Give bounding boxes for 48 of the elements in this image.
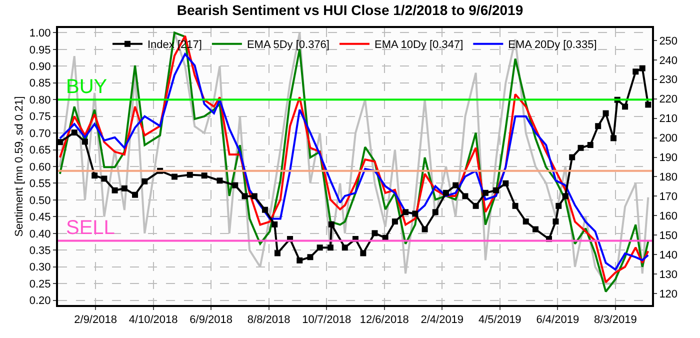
y2-tick-label: 160 [659, 210, 678, 222]
x-tick-label: 4/10/2018 [128, 314, 178, 326]
y2-tick-label: 220 [659, 94, 678, 106]
y-tick-label: 0.35 [29, 244, 51, 257]
y-tick-label: 0.90 [29, 60, 51, 73]
y2-tick-label: 140 [659, 249, 678, 262]
y2-tick-label: 130 [659, 268, 678, 281]
y2-tick-label: 210 [659, 113, 678, 126]
x-tick-label: 4/5/2019 [478, 314, 522, 326]
x-tick-label: 8/8/2018 [247, 314, 290, 326]
x-tick-label: 6/9/2018 [190, 314, 232, 326]
legend-label: EMA 20Dy [0.335] [508, 39, 597, 52]
y2-tick-label: 240 [659, 54, 678, 67]
ref-line-label: SELL [66, 217, 115, 239]
x-tick-label: 2/4/2019 [420, 314, 464, 326]
y-tick-label: 0.95 [29, 44, 51, 56]
y-tick-label: 0.80 [29, 94, 51, 106]
y-tick-label: 0.70 [29, 128, 51, 140]
y-tick-label: 0.20 [29, 295, 51, 308]
y-tick-label: 0.45 [29, 212, 51, 224]
y-axis-title: Sentiment [mn 0.59, sd 0.21] [14, 96, 26, 237]
y2-tick-label: 120 [659, 288, 678, 300]
y-tick-label: 1.00 [29, 28, 51, 40]
x-tick-label: 10/7/2018 [302, 314, 352, 326]
y-tick-label: 0.25 [29, 278, 51, 290]
y-tick-label: 0.65 [29, 144, 51, 157]
legend-label: EMA 5Dy [0.376] [246, 39, 330, 52]
ref-line-label: BUY [66, 76, 108, 98]
x-tick-label: 12/6/2018 [360, 314, 409, 326]
y-tick-label: 0.85 [29, 78, 51, 90]
y2-tick-label: 170 [659, 191, 678, 204]
legend-label: EMA 10Dy [0.347] [374, 39, 464, 52]
y2-tick-label: 250 [659, 35, 678, 48]
y-tick-label: 0.30 [29, 262, 51, 274]
x-tick-label: 8/3/2019 [594, 314, 637, 326]
chart-title: Bearish Sentiment vs HUI Close 1/2/2018 to 9/6/2019 [176, 2, 524, 18]
y-tick-label: 0.40 [29, 228, 51, 240]
y-tick-label: 0.75 [29, 111, 51, 124]
y2-tick-label: 150 [659, 230, 678, 242]
y-tick-label: 0.55 [29, 178, 51, 190]
y2-tick-label: 230 [659, 74, 678, 86]
x-tick-label: 2/9/2018 [74, 314, 117, 326]
y-tick-label: 0.60 [29, 161, 51, 174]
x-tick-label: 6/4/2019 [536, 314, 580, 326]
y2-tick-label: 190 [659, 152, 678, 164]
y2-tick-label: 180 [659, 172, 678, 184]
y-tick-label: 0.50 [29, 194, 51, 207]
y2-tick-label: 200 [659, 132, 678, 145]
